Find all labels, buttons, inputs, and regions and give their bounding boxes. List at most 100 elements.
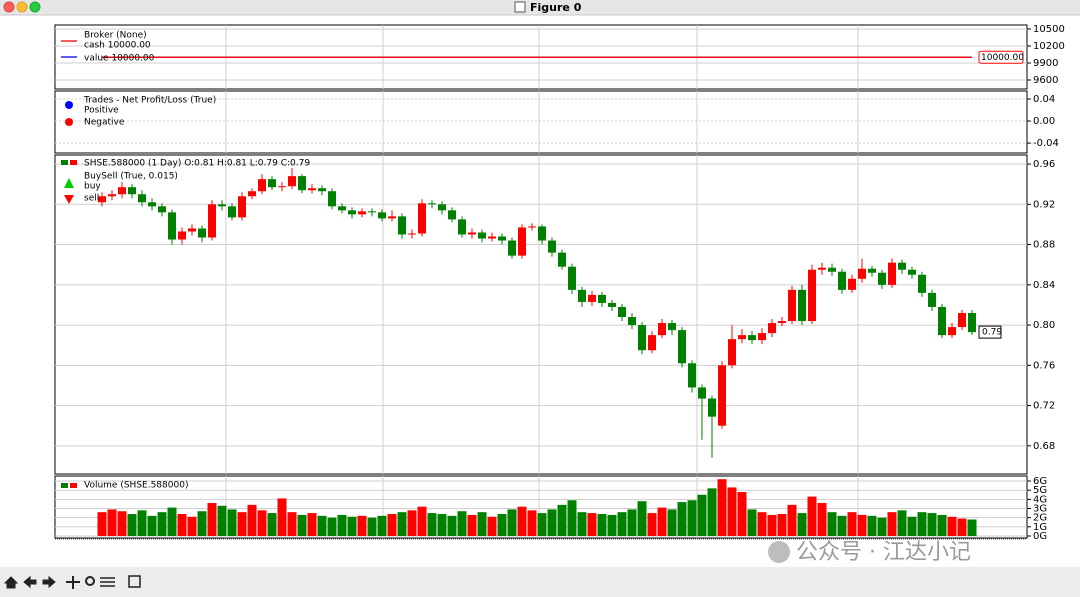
y-tick-label: 0.76 bbox=[1033, 360, 1055, 371]
volume-bar bbox=[107, 509, 117, 536]
candle-body bbox=[658, 323, 666, 336]
volume-bar bbox=[867, 515, 877, 536]
candle-body bbox=[448, 210, 456, 220]
candle-body bbox=[258, 179, 266, 192]
legend-label: buy bbox=[84, 182, 101, 192]
candle-body bbox=[558, 252, 566, 267]
candle-body bbox=[248, 191, 256, 197]
candle-body bbox=[188, 228, 196, 232]
candle-body bbox=[838, 271, 846, 290]
volume-bar bbox=[757, 512, 767, 536]
candle-body bbox=[268, 179, 276, 188]
volume-bar bbox=[257, 510, 267, 536]
candle-body bbox=[788, 289, 796, 322]
legend-marker bbox=[64, 178, 74, 188]
candle-body bbox=[718, 365, 726, 426]
volume-bar bbox=[387, 514, 397, 536]
candle-body bbox=[228, 206, 236, 218]
candle-body bbox=[98, 196, 106, 203]
y-tick-label: 6G bbox=[1033, 476, 1047, 487]
candle-body bbox=[698, 387, 706, 399]
volume-bar bbox=[657, 507, 667, 536]
candle-body bbox=[918, 274, 926, 293]
legend-marker bbox=[65, 118, 73, 126]
y-tick-label: 9900 bbox=[1033, 58, 1058, 69]
candle-body bbox=[678, 330, 686, 364]
candle-body bbox=[488, 236, 496, 239]
volume-bar bbox=[717, 479, 727, 536]
zoom-button[interactable] bbox=[29, 1, 41, 13]
candle-body bbox=[618, 306, 626, 318]
volume-bar bbox=[507, 509, 517, 536]
volume-bar bbox=[577, 512, 587, 536]
pan-button[interactable] bbox=[66, 576, 80, 589]
volume-bar bbox=[537, 513, 547, 536]
candle-body bbox=[118, 187, 126, 195]
candle-body bbox=[398, 216, 406, 235]
volume-bar bbox=[527, 510, 537, 536]
candle-body bbox=[808, 269, 816, 322]
candle-body bbox=[278, 186, 286, 188]
save-button[interactable] bbox=[128, 575, 141, 588]
volume-bar bbox=[517, 506, 527, 536]
legend-label: Negative bbox=[84, 118, 125, 128]
candle-body bbox=[498, 236, 506, 241]
candle-body bbox=[858, 268, 866, 279]
candle-body bbox=[378, 212, 386, 219]
zoom-rect-button[interactable] bbox=[85, 576, 95, 586]
y-tick-label: 2G bbox=[1033, 513, 1047, 524]
volume-bar bbox=[837, 515, 847, 536]
volume-bar bbox=[317, 515, 327, 536]
volume-bar bbox=[217, 505, 227, 536]
candle-body bbox=[628, 317, 636, 326]
volume-bar bbox=[467, 514, 477, 536]
title-bar bbox=[0, 0, 1080, 15]
volume-bar bbox=[847, 512, 857, 536]
candle-body bbox=[308, 188, 316, 191]
candle-body bbox=[328, 191, 336, 207]
legend-label: Volume (SHSE.588000) bbox=[84, 481, 188, 491]
legend-icon bbox=[70, 160, 77, 165]
candle-body bbox=[438, 204, 446, 211]
volume-bar bbox=[407, 510, 417, 536]
candle-body bbox=[638, 325, 646, 351]
candle-body bbox=[298, 176, 306, 191]
back-button[interactable] bbox=[23, 575, 37, 589]
candle-body bbox=[358, 211, 366, 215]
toolbar bbox=[0, 567, 1080, 597]
volume-bar bbox=[187, 516, 197, 536]
candle-body bbox=[598, 294, 606, 303]
candle-body bbox=[408, 233, 416, 235]
minimize-button[interactable] bbox=[16, 1, 28, 13]
candle-body bbox=[318, 188, 326, 192]
volume-bar bbox=[277, 498, 287, 536]
volume-bar bbox=[617, 512, 627, 536]
forward-button[interactable] bbox=[42, 575, 56, 589]
y-tick-label: 0.92 bbox=[1033, 199, 1055, 210]
candle-body bbox=[508, 240, 516, 256]
configure-button[interactable] bbox=[100, 577, 115, 587]
candle-body bbox=[798, 289, 806, 322]
y-tick-label: 0.72 bbox=[1033, 401, 1055, 412]
candle-body bbox=[688, 363, 696, 388]
legend-label: sell bbox=[84, 194, 99, 204]
candle-body bbox=[468, 232, 476, 235]
volume-bar bbox=[377, 515, 387, 536]
legend-title: Trades - Net Profit/Loss (True) bbox=[83, 96, 216, 106]
close-button[interactable] bbox=[3, 1, 15, 13]
y-tick-label: 0.80 bbox=[1033, 320, 1055, 331]
volume-bar bbox=[687, 500, 697, 536]
candle-body bbox=[728, 339, 736, 366]
legend-label: cash 10000.00 bbox=[84, 41, 151, 51]
volume-bar bbox=[587, 513, 597, 536]
home-button[interactable] bbox=[3, 576, 19, 589]
candle-body bbox=[538, 226, 546, 241]
y-tick-label: 0.88 bbox=[1033, 240, 1055, 251]
watermark: 公众号 · 江达小记 bbox=[796, 540, 971, 565]
panel bbox=[54, 154, 1028, 475]
value-label: 10000.00 bbox=[981, 53, 1024, 63]
price-label: 0.79 bbox=[982, 328, 1002, 338]
legend-label: SHSE.588000 (1 Day) O:0.81 H:0.81 L:0.79… bbox=[84, 159, 310, 169]
volume-bar bbox=[157, 512, 167, 536]
candle-body bbox=[238, 196, 246, 218]
